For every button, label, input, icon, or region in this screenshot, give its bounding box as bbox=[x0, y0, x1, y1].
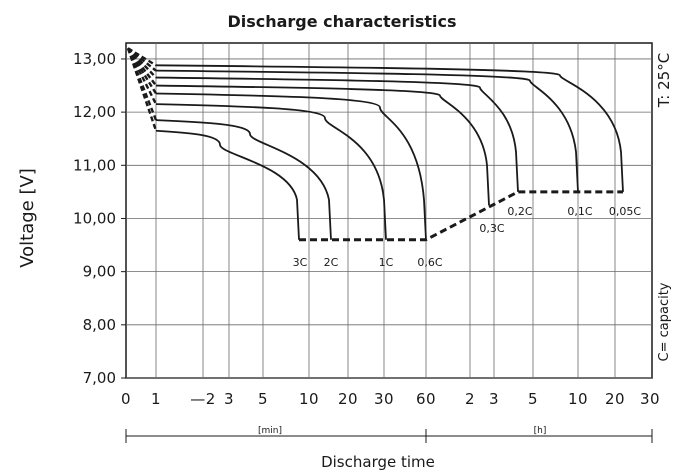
curve-label: 0,6C bbox=[417, 256, 442, 269]
curve-2C bbox=[155, 119, 332, 240]
x-tick-label: —2 bbox=[190, 390, 216, 408]
curve-label: 0,3C bbox=[479, 222, 504, 235]
curve-label: 0,05C bbox=[609, 205, 641, 218]
start-fan-line bbox=[127, 47, 157, 79]
x-tick-label: 10 bbox=[299, 390, 319, 408]
x-tick-label: 5 bbox=[258, 390, 268, 408]
x-tick-label: 30 bbox=[640, 390, 660, 408]
chart-title: Discharge characteristics bbox=[227, 12, 456, 31]
curve-label: 0,1C bbox=[567, 205, 592, 218]
x-tick-label: 30 bbox=[374, 390, 394, 408]
curve-0-1C bbox=[155, 69, 579, 192]
curve-label: 1C bbox=[379, 256, 394, 269]
x-tick-label: 2 bbox=[465, 390, 475, 408]
x-tick-label: 1 bbox=[151, 390, 161, 408]
start-fan-line bbox=[126, 47, 158, 132]
y-axis-label: Voltage [V] bbox=[17, 168, 38, 268]
curve-label: 2C bbox=[324, 256, 339, 269]
start-fan-line bbox=[127, 47, 157, 67]
cutoff-voltage-line bbox=[299, 190, 623, 242]
tick-labels: 13,00 12,00 11,00 10,00 9,00 8,00 7,00 0 1 —2 3 5 10… bbox=[73, 50, 660, 408]
capacity-note: C= capacity bbox=[657, 282, 672, 361]
grid bbox=[121, 42, 653, 443]
x-axis-label: Discharge time bbox=[321, 453, 435, 471]
y-tick-label: 13,00 bbox=[73, 50, 116, 68]
y-tick-label: 7,00 bbox=[83, 369, 116, 387]
y-tick-label: 9,00 bbox=[83, 263, 116, 281]
curve-1C bbox=[155, 103, 387, 240]
x-unit-minutes: [min] bbox=[258, 426, 282, 436]
x-tick-label: 0 bbox=[121, 390, 131, 408]
y-tick-label: 12,00 bbox=[73, 103, 116, 121]
curve-label: 3C bbox=[293, 256, 308, 269]
x-tick-label: 3 bbox=[224, 390, 234, 408]
curve-3C bbox=[155, 129, 300, 240]
curve-0-05C bbox=[155, 64, 624, 192]
y-tick-label: 8,00 bbox=[83, 316, 116, 334]
y-tick-label: 10,00 bbox=[73, 209, 116, 227]
x-tick-label: 20 bbox=[605, 390, 625, 408]
x-tick-label: 10 bbox=[568, 390, 588, 408]
y-tick-label: 11,00 bbox=[73, 156, 116, 174]
curve-0-3C bbox=[155, 84, 490, 206]
curve-label: 0,2C bbox=[507, 205, 532, 218]
x-unit-hours: [h] bbox=[534, 426, 547, 436]
curve-0-6C bbox=[155, 92, 427, 240]
x-tick-label: 20 bbox=[338, 390, 358, 408]
data-marks bbox=[126, 47, 624, 242]
x-tick-label: 5 bbox=[528, 390, 538, 408]
temperature-note: T: 25°C bbox=[655, 53, 673, 108]
start-fan-line bbox=[127, 47, 157, 72]
x-tick-label: 3 bbox=[489, 390, 499, 408]
curve-0-2C bbox=[155, 76, 519, 192]
start-fan-line bbox=[127, 47, 157, 87]
x-tick-label: 60 bbox=[416, 390, 436, 408]
